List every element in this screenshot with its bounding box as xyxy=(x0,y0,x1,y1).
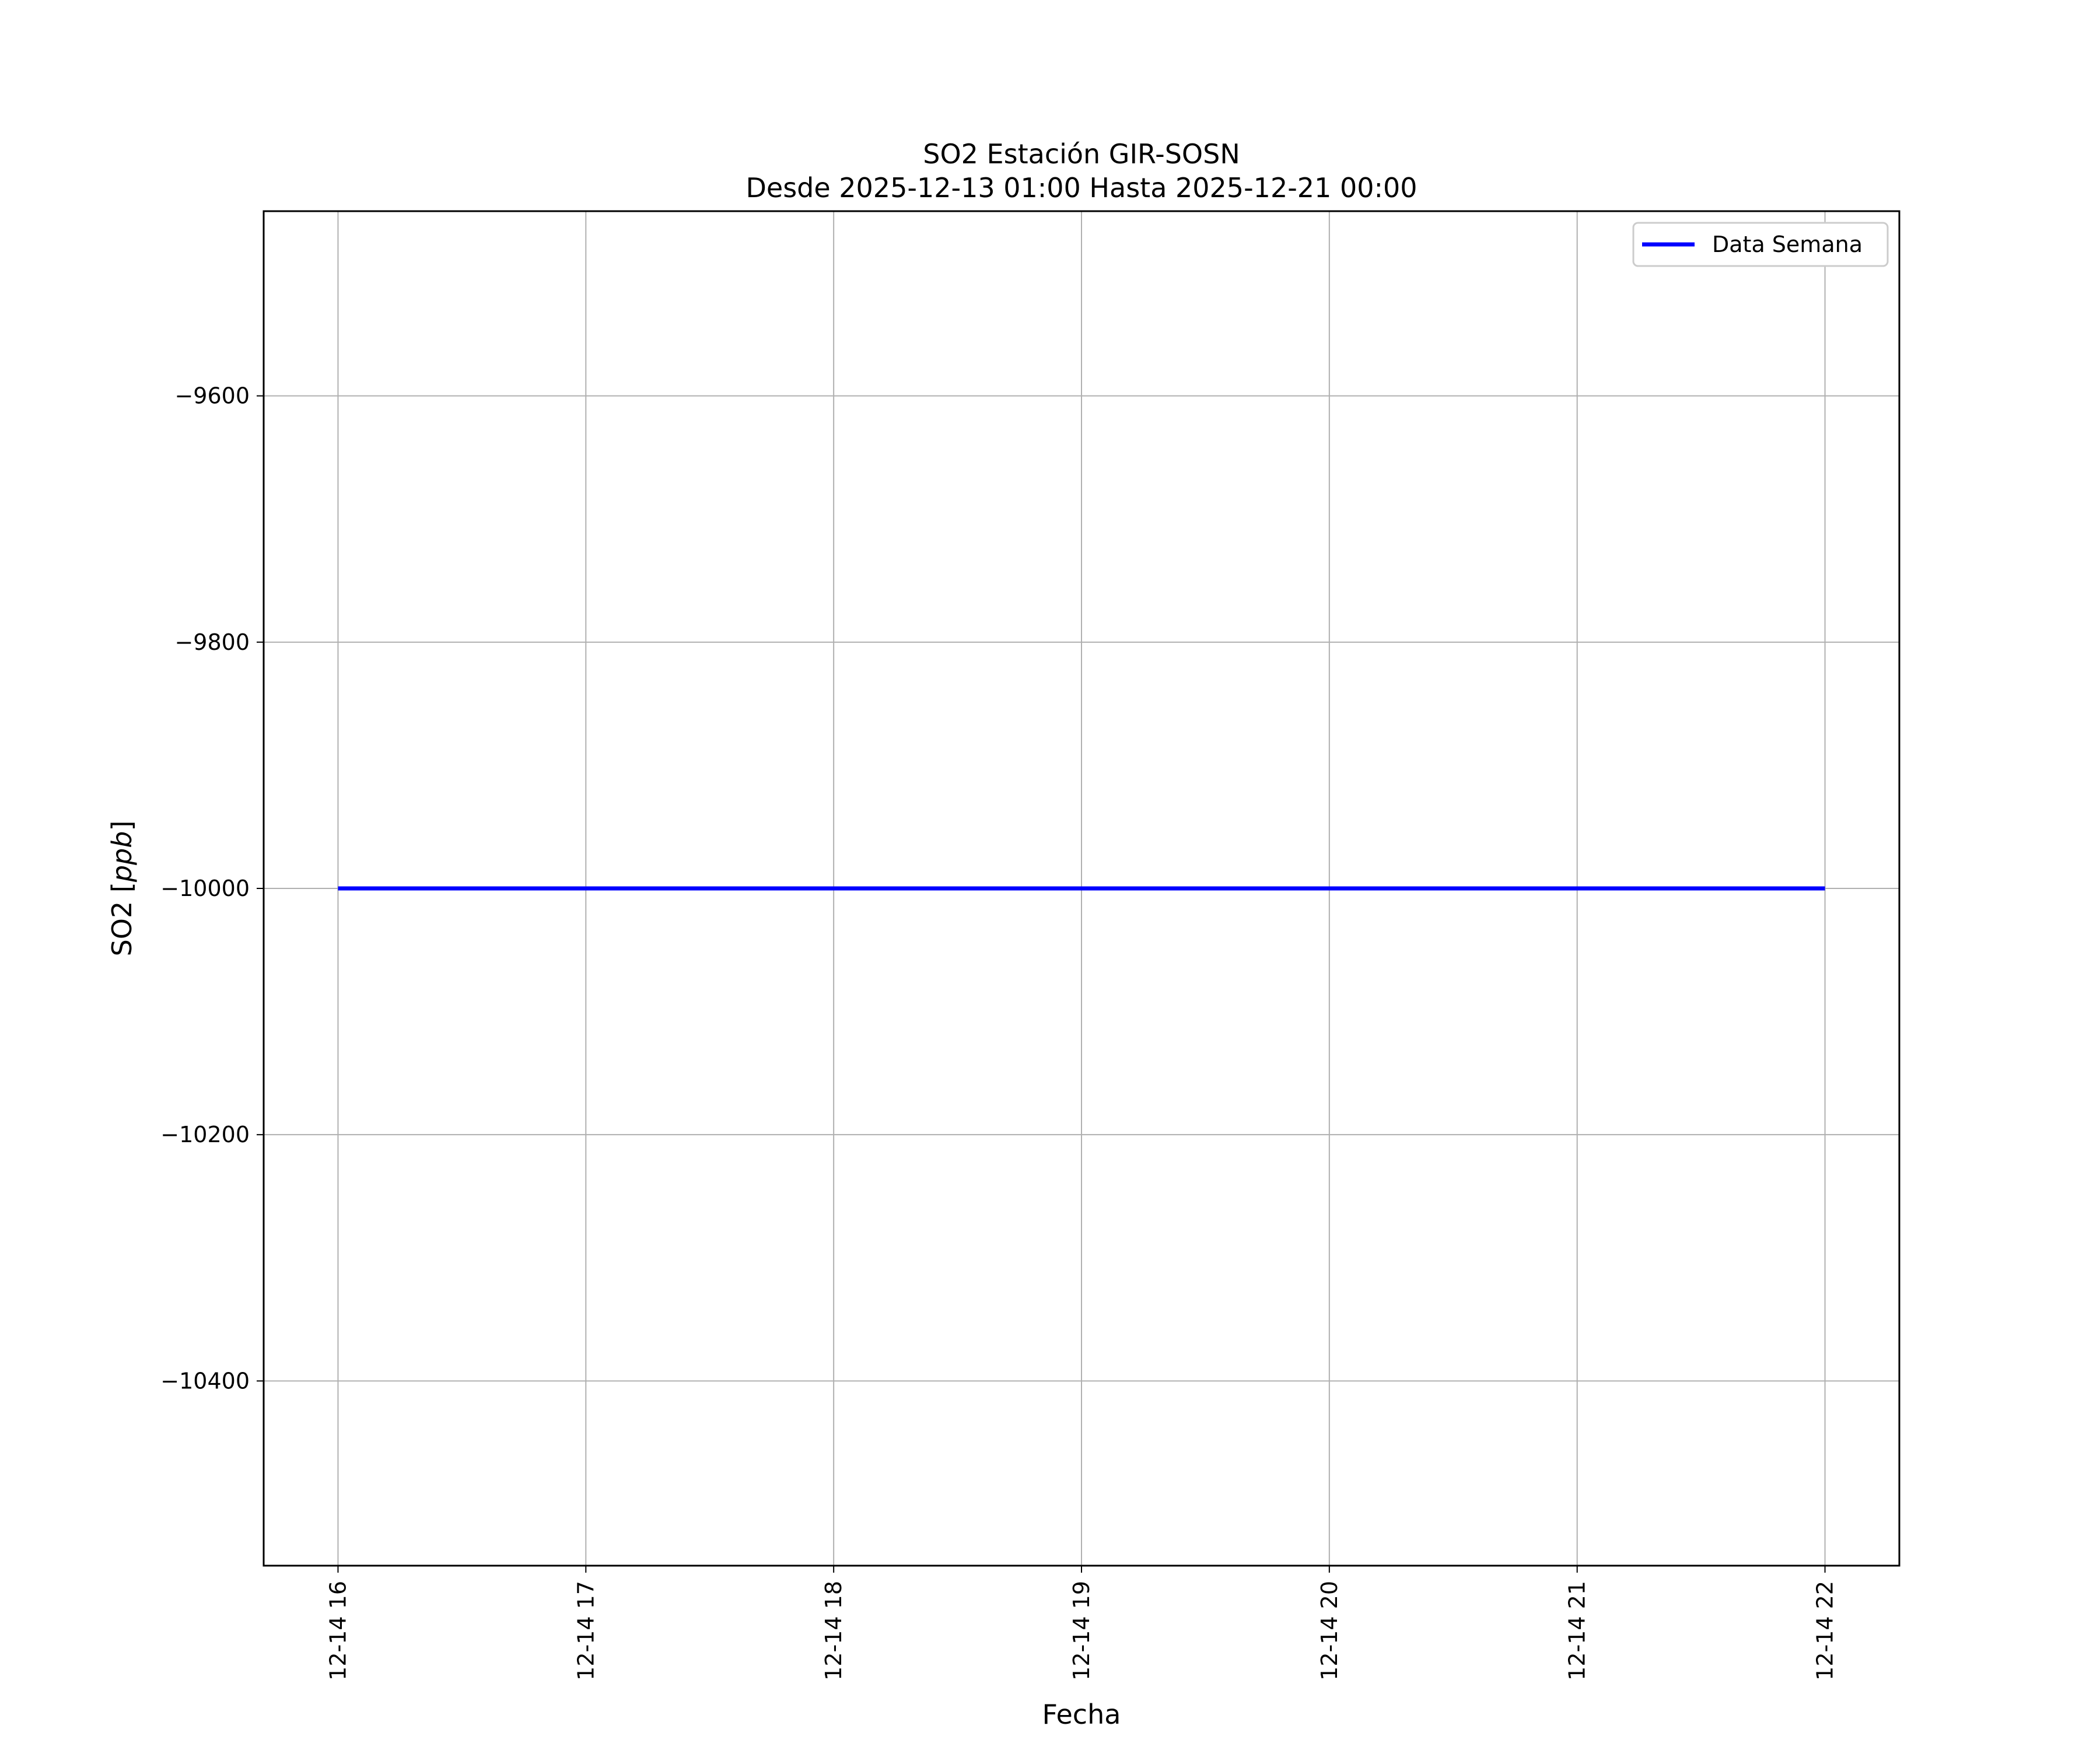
y-tick-label: −9800 xyxy=(174,629,250,655)
x-tick-label: 12-14 21 xyxy=(1564,1581,1590,1681)
x-tick-label: 12-14 17 xyxy=(573,1581,598,1681)
axes-frame xyxy=(262,210,1901,1567)
x-tick-label: 12-14 22 xyxy=(1812,1581,1838,1681)
legend-label: Data Semana xyxy=(1712,232,1863,257)
x-tick-label: 12-14 20 xyxy=(1317,1581,1342,1681)
legend: Data Semana xyxy=(1632,222,1889,267)
y-tick-label: −10000 xyxy=(160,876,250,901)
x-tick-label: 12-14 18 xyxy=(821,1581,846,1681)
legend-box xyxy=(1632,222,1889,267)
y-axis-label: SO2 [ppb] xyxy=(106,821,138,957)
x-tick-label: 12-14 16 xyxy=(325,1581,351,1681)
y-tick-label: −10200 xyxy=(160,1122,250,1147)
ticks: 12-14 16 12-14 17 12-14 18 12-14 19 12-14 20… xyxy=(160,383,1838,1681)
y-tick-label: −9600 xyxy=(174,383,250,409)
x-tick-label: 12-14 19 xyxy=(1069,1581,1094,1681)
y-tick-label: −10400 xyxy=(160,1368,250,1394)
chart-title: SO2 Estación GIR-SOSN xyxy=(923,138,1240,170)
x-axis-label: Fecha xyxy=(1042,1699,1121,1730)
chart-subtitle: Desde 2025-12-13 01:00 Hasta 2025-12-21 … xyxy=(746,172,1417,204)
